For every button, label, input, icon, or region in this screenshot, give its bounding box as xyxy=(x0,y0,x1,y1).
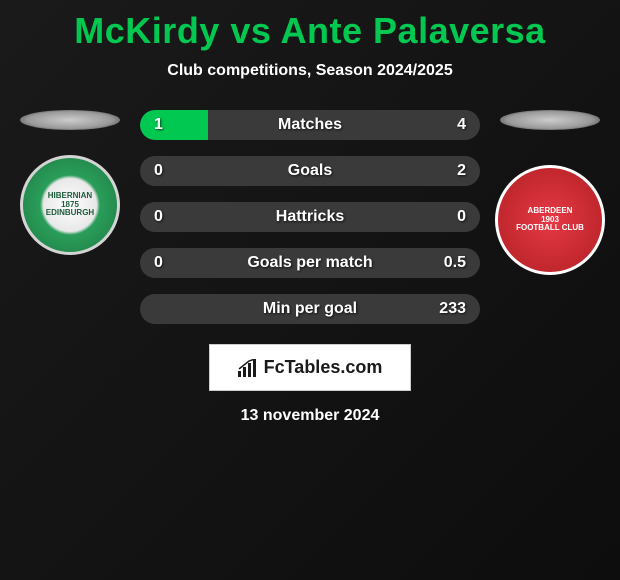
right-team-badge: ABERDEEN 1903 FOOTBALL CLUB xyxy=(495,165,605,275)
stat-value-right: 2 xyxy=(457,162,466,180)
stat-value-left: 0 xyxy=(154,254,163,272)
subtitle: Club competitions, Season 2024/2025 xyxy=(167,62,452,80)
infographic-container: McKirdy vs Ante Palaversa Club competiti… xyxy=(0,0,620,435)
shadow-ellipse-left xyxy=(20,110,120,130)
stat-label: Matches xyxy=(278,116,342,134)
stat-value-left: 0 xyxy=(154,162,163,180)
stats-column: 1 Matches 4 0 Goals 2 0 Hattricks 0 0 Goals per ma… xyxy=(140,110,480,324)
stat-value-left: 1 xyxy=(154,116,163,134)
right-team-column: ABERDEEN 1903 FOOTBALL CLUB xyxy=(500,110,600,275)
stat-label: Goals xyxy=(288,162,332,180)
stat-value-right: 4 xyxy=(457,116,466,134)
chart-icon xyxy=(238,359,258,377)
stat-value-left: 0 xyxy=(154,208,163,226)
stat-bar: 1 Matches 4 xyxy=(140,110,480,140)
brand-box: FcTables.com xyxy=(209,344,412,391)
stat-fill-left xyxy=(140,110,208,140)
right-badge-bot: FOOTBALL CLUB xyxy=(516,224,584,233)
stat-bar: 0 Goals per match 0.5 xyxy=(140,248,480,278)
stat-value-right: 233 xyxy=(439,300,466,318)
left-team-column: HIBERNIAN 1875 EDINBURGH xyxy=(20,110,120,255)
date-line: 13 november 2024 xyxy=(241,407,380,425)
comparison-area: HIBERNIAN 1875 EDINBURGH 1 Matches 4 0 Goals… xyxy=(0,110,620,324)
stat-value-right: 0 xyxy=(457,208,466,226)
page-title: McKirdy vs Ante Palaversa xyxy=(74,10,545,52)
right-badge-text: ABERDEEN 1903 FOOTBALL CLUB xyxy=(516,207,584,233)
shadow-ellipse-right xyxy=(500,110,600,130)
stat-label: Hattricks xyxy=(276,208,344,226)
left-badge-text: HIBERNIAN 1875 EDINBURGH xyxy=(46,192,94,218)
stat-label: Min per goal xyxy=(263,300,357,318)
brand-text: FcTables.com xyxy=(264,357,383,378)
stat-bar: Min per goal 233 xyxy=(140,294,480,324)
left-team-badge: HIBERNIAN 1875 EDINBURGH xyxy=(20,155,120,255)
stat-value-right: 0.5 xyxy=(444,254,466,272)
stat-bar: 0 Goals 2 xyxy=(140,156,480,186)
stat-label: Goals per match xyxy=(247,254,372,272)
left-badge-bot: EDINBURGH xyxy=(46,209,94,218)
stat-bar: 0 Hattricks 0 xyxy=(140,202,480,232)
